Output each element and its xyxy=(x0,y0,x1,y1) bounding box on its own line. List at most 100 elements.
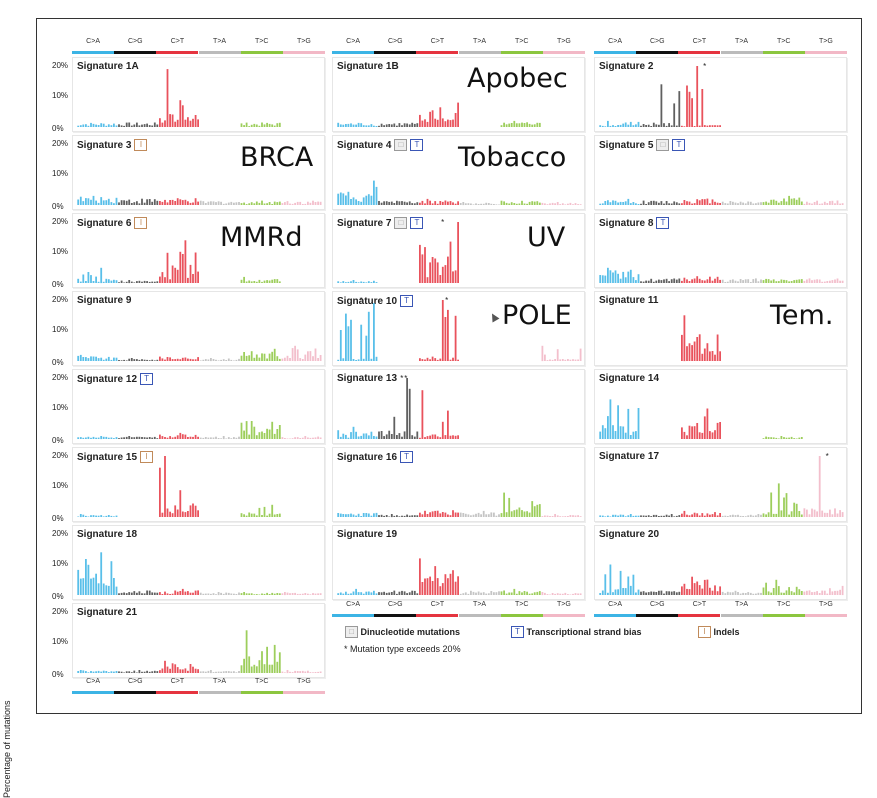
signature-bar xyxy=(87,272,90,283)
signature-bar xyxy=(434,566,437,595)
signature-bar xyxy=(668,203,670,205)
signature-bar xyxy=(210,437,212,439)
signature-bar xyxy=(780,436,783,440)
signature-bar xyxy=(744,593,747,595)
signature-bar xyxy=(115,197,118,205)
signature-bar xyxy=(439,437,442,439)
mutation-type-segment: T>G xyxy=(804,601,847,617)
signature-bar xyxy=(709,351,711,361)
signature-bar xyxy=(385,592,388,595)
exceeds-20-star: * xyxy=(404,374,407,383)
signature-bar xyxy=(551,593,554,595)
signature-bar xyxy=(698,585,701,595)
legend-strand: T Transcriptional strand bias xyxy=(508,626,642,638)
signature-bar xyxy=(752,279,755,283)
signature-bar xyxy=(696,581,699,595)
signature-bar xyxy=(375,126,378,127)
signature-bar xyxy=(647,280,650,283)
signature-bar xyxy=(431,356,434,361)
signature-bar xyxy=(102,516,105,517)
signature-bar xyxy=(691,98,693,127)
signature-bar xyxy=(339,282,342,283)
signature-bar xyxy=(100,123,103,127)
signature-bar xyxy=(176,435,179,439)
signature-bar xyxy=(765,514,767,517)
signature-bar xyxy=(447,410,449,439)
signature-bar xyxy=(253,281,256,283)
signature-plot xyxy=(681,315,721,362)
signature-bar xyxy=(747,592,750,595)
signature-bar xyxy=(148,125,151,127)
y-tick-label: 10% xyxy=(52,91,69,100)
signature-bar xyxy=(398,123,401,127)
signature-bar xyxy=(365,591,368,595)
mutation-type-label: C>G xyxy=(649,601,665,608)
signature-bar xyxy=(85,515,87,517)
signature-bar xyxy=(599,593,602,595)
signature-bar xyxy=(77,437,80,439)
signature-bar xyxy=(424,510,426,517)
signature-bar xyxy=(683,583,686,595)
signature-bar xyxy=(449,573,452,595)
signature-bar xyxy=(647,592,650,595)
signature-bar xyxy=(294,592,296,595)
signature-bar xyxy=(500,591,503,595)
signature-bar xyxy=(831,514,834,517)
signature-bar xyxy=(393,590,396,595)
signature-bar xyxy=(187,201,189,205)
signature-bar xyxy=(350,281,352,283)
signature-bar xyxy=(174,505,177,517)
mutation-type-label: C>T xyxy=(430,38,445,45)
signature-bar xyxy=(360,435,363,439)
signature-bar xyxy=(123,200,125,205)
signature-bar xyxy=(169,436,171,439)
signature-bar xyxy=(462,202,465,206)
signature-bar xyxy=(691,279,693,283)
signature-bar xyxy=(579,516,582,517)
signature-bar xyxy=(159,356,161,361)
signature-bar xyxy=(375,593,378,595)
signature-bar xyxy=(136,436,138,439)
signature-bar xyxy=(701,513,704,517)
signature-bar xyxy=(683,315,686,362)
mutation-type-label: C>A xyxy=(608,601,622,608)
signature-bar xyxy=(284,438,286,439)
signature-bar xyxy=(441,201,444,205)
signature-bar xyxy=(612,425,614,439)
signature-bar xyxy=(647,515,650,517)
mutation-type-segment: C>T xyxy=(156,678,199,694)
signature-bar xyxy=(429,576,431,595)
signature-bar xyxy=(258,660,261,673)
signature-bar xyxy=(215,671,217,673)
signature-bar xyxy=(614,431,617,439)
signature-bar xyxy=(263,353,266,361)
signature-bar xyxy=(95,356,97,361)
signature-bar xyxy=(403,515,406,517)
signature-bar xyxy=(627,576,630,595)
signature-bar xyxy=(266,280,268,283)
signature-plot xyxy=(337,492,582,518)
y-tick-label: 20% xyxy=(52,451,69,460)
signature-bar xyxy=(732,201,734,205)
signature-bar xyxy=(284,672,286,673)
signature-bar xyxy=(599,203,602,205)
signature-bar xyxy=(775,579,778,596)
signature-bar xyxy=(627,408,630,439)
signature-bar xyxy=(312,437,314,439)
signature-bar xyxy=(161,122,164,127)
signature-bar xyxy=(398,201,401,205)
signature-bar xyxy=(120,125,123,127)
signature-bar xyxy=(777,281,780,283)
signature-bar xyxy=(686,435,688,439)
signature-bar xyxy=(816,200,818,205)
signature-bar xyxy=(153,436,156,439)
signature-bar xyxy=(217,201,220,205)
signature-bar xyxy=(607,515,609,517)
mutation-type-label: T>C xyxy=(515,38,529,45)
signature-bar xyxy=(345,434,347,439)
signature-bar xyxy=(823,512,826,517)
signature-bar xyxy=(447,201,449,205)
signature-bar xyxy=(673,103,676,127)
signature-bar xyxy=(829,509,831,517)
signature-bar xyxy=(169,357,171,361)
